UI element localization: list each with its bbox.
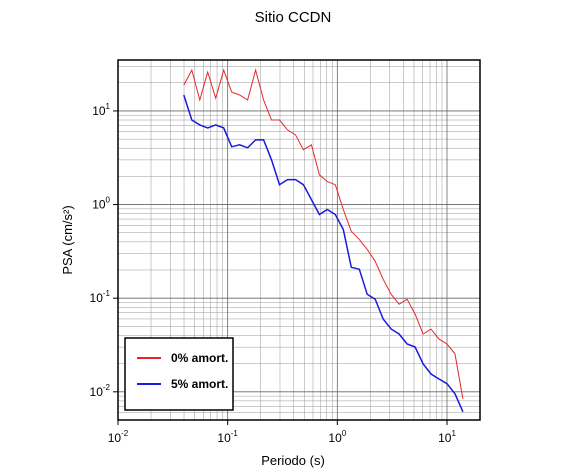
x-tick-label: 100	[328, 429, 346, 445]
x-tick-label: 10-2	[108, 429, 129, 445]
y-tick-label: 101	[92, 102, 110, 118]
legend-box	[124, 337, 234, 411]
x-tick-label: 101	[438, 429, 456, 445]
y-tick-label: 10-1	[90, 289, 111, 305]
legend-label: 5% amort.	[171, 377, 228, 391]
plot-frame	[117, 59, 481, 421]
series-line	[183, 94, 464, 413]
y-axis-label: PSA (cm/s²)	[60, 205, 75, 274]
chart-title: Sitio CCDN	[255, 9, 332, 26]
series-line	[183, 68, 464, 399]
y-tick-label: 100	[92, 196, 110, 212]
x-tick-label: 10-1	[217, 429, 238, 445]
x-axis-label: Periodo (s)	[261, 453, 325, 468]
legend-label: 0% amort.	[171, 351, 228, 365]
y-tick-label: 10-2	[90, 383, 111, 399]
